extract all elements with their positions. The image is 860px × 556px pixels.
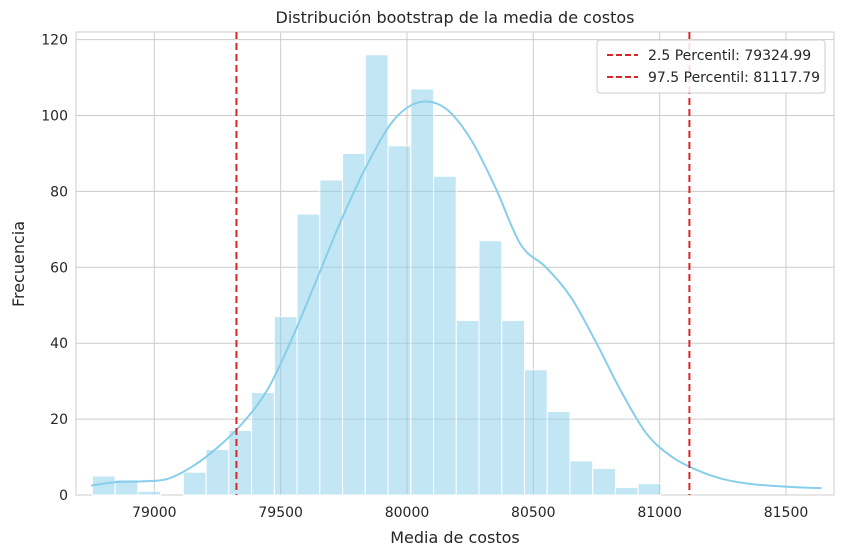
histogram-bar-15	[433, 175, 457, 496]
y-tick-label-0: 0	[59, 488, 68, 504]
y-tick-label-6: 120	[41, 33, 68, 49]
x-tick-label-5: 81500	[764, 505, 809, 521]
x-axis-label: Media de costos	[390, 528, 520, 547]
y-tick-labels: 0 20 40 60 80 100 120	[41, 33, 68, 504]
histogram-bar-13	[387, 145, 412, 496]
y-tick-label-2: 40	[50, 336, 68, 352]
histogram-bar-23	[614, 486, 639, 496]
histogram-bar-11	[342, 152, 366, 496]
histogram-bar-5	[205, 448, 230, 496]
histogram-bar-20	[546, 411, 571, 496]
histogram-bar-22	[592, 467, 616, 496]
legend: 2.5 Percentil: 79324.99 97.5 Percentil: …	[596, 39, 826, 94]
x-tick-label-3: 80500	[511, 505, 556, 521]
histogram-bar-18	[501, 319, 525, 496]
chart-title: Distribución bootstrap de la media de co…	[276, 8, 635, 27]
y-tick-label-3: 60	[50, 260, 68, 276]
y-tick-label-4: 80	[50, 184, 68, 200]
kde-curve	[91, 100, 822, 490]
histogram-bar-16	[455, 319, 480, 496]
legend-label-upper: 97.5 Percentil: 81117.79	[648, 70, 820, 86]
legend-label-lower: 2.5 Percentil: 79324.99	[648, 48, 811, 64]
x-tick-label-0: 79000	[132, 505, 177, 521]
x-tick-label-1: 79500	[258, 505, 303, 521]
y-tick-label-1: 20	[50, 412, 68, 428]
histogram-bar-4	[182, 471, 207, 496]
histogram-bar-14	[410, 88, 435, 496]
histogram-bar-24	[637, 483, 662, 496]
histogram-bar-6	[228, 429, 253, 496]
x-tick-label-4: 81000	[637, 505, 682, 521]
histogram-bar-19	[523, 369, 548, 496]
histogram-bar-17	[478, 240, 503, 496]
y-axis-label: Frecuencia	[9, 221, 28, 307]
x-tick-label-2: 80000	[385, 505, 430, 521]
x-tick-labels: 79000 79500 80000 80500 81000 81500	[132, 505, 808, 521]
histogram-bar-21	[569, 460, 594, 496]
histogram-bar-9	[296, 213, 321, 496]
percentile-lines	[235, 32, 691, 495]
y-tick-label-5: 100	[41, 108, 68, 124]
legend-box	[596, 39, 826, 94]
histogram-bar-1	[114, 479, 139, 496]
histogram-bar-2	[137, 490, 162, 496]
histogram-bar-12	[364, 54, 389, 496]
histogram-bar-8	[273, 316, 298, 496]
